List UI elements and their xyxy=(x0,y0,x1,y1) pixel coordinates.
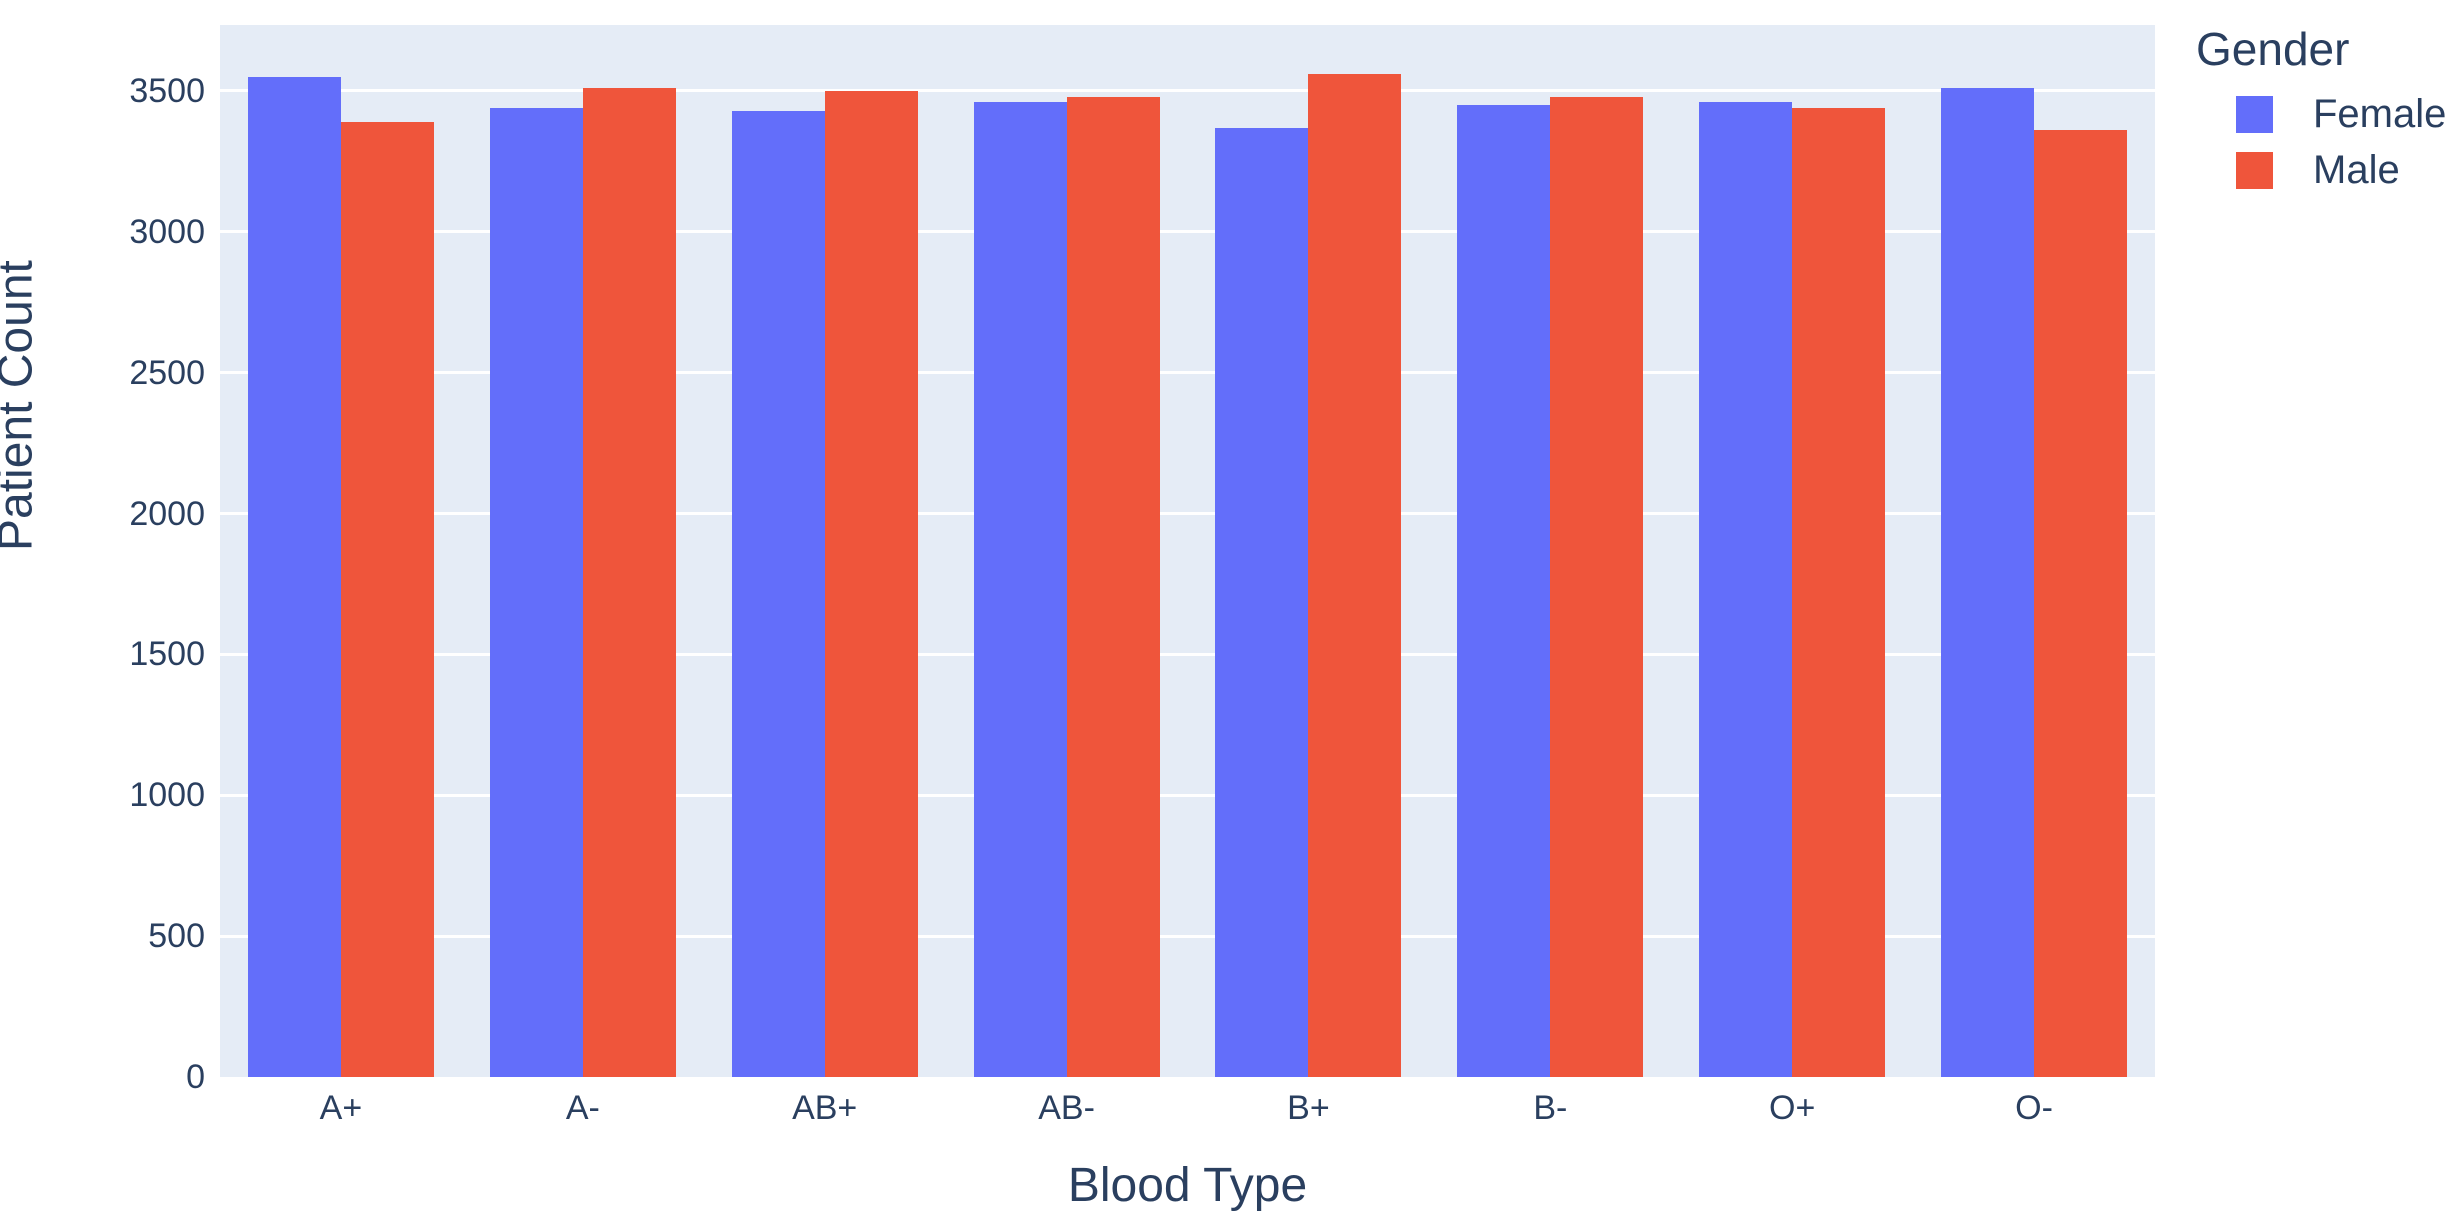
y-tick-0: 0 xyxy=(186,1058,205,1096)
bar-male-A-[interactable] xyxy=(582,88,676,1077)
y-tick-1500: 1500 xyxy=(129,635,205,674)
legend-swatch-female xyxy=(2236,95,2273,133)
x-tick-O-: O- xyxy=(2015,1089,2053,1127)
gridline-y-2500 xyxy=(220,371,2155,375)
y-tick-3500: 3500 xyxy=(129,71,205,110)
bar-male-AB+[interactable] xyxy=(824,90,918,1077)
y-tick-2500: 2500 xyxy=(129,353,205,392)
legend-title: Gender xyxy=(2196,23,2350,75)
bar-female-B+[interactable] xyxy=(1215,127,1309,1077)
gridline-y-3500 xyxy=(220,89,2155,93)
bar-female-AB-[interactable] xyxy=(973,102,1067,1077)
legend-swatch-male xyxy=(2236,151,2273,189)
bar-female-B-[interactable] xyxy=(1457,105,1551,1077)
bar-male-B-[interactable] xyxy=(1550,96,1644,1077)
x-tick-AB-: AB- xyxy=(1038,1089,1095,1127)
y-tick-2000: 2000 xyxy=(129,494,205,533)
x-tick-B+: B+ xyxy=(1287,1089,1330,1127)
gridline-y-2000 xyxy=(220,512,2155,516)
x-axis-title: Blood Type xyxy=(1067,1159,1308,1212)
legend-label-male: Male xyxy=(2313,148,2400,192)
x-tick-O+: O+ xyxy=(1769,1089,1816,1127)
bar-male-O-[interactable] xyxy=(2034,130,2128,1077)
bar-male-O+[interactable] xyxy=(1792,107,1886,1077)
x-tick-B-: B- xyxy=(1533,1089,1568,1127)
legend-items: Female Male xyxy=(2196,94,2451,190)
gridline-y-1000 xyxy=(220,793,2155,797)
bar-male-AB-[interactable] xyxy=(1066,96,1160,1077)
x-tick-A-: A- xyxy=(565,1089,600,1127)
bar-female-O-[interactable] xyxy=(1941,88,2035,1077)
plot-area xyxy=(220,25,2155,1077)
bar-female-A-[interactable] xyxy=(489,107,583,1077)
y-axis-title: Patient Count xyxy=(0,260,43,551)
bar-male-A+[interactable] xyxy=(340,121,434,1077)
bar-female-O+[interactable] xyxy=(1699,102,1793,1077)
x-tick-A+: A+ xyxy=(319,1089,363,1127)
y-tick-3000: 3000 xyxy=(129,212,205,251)
bar-female-AB+[interactable] xyxy=(731,110,825,1077)
x-tick-AB+: AB+ xyxy=(792,1089,858,1127)
gridline-y-500 xyxy=(220,934,2155,938)
legend-item-male[interactable]: Male xyxy=(2196,150,2451,190)
legend: Gender Female Male xyxy=(2196,22,2451,206)
bar-female-A+[interactable] xyxy=(247,76,341,1077)
legend-item-female[interactable]: Female xyxy=(2196,94,2451,134)
gridline-y-3000 xyxy=(220,230,2155,234)
legend-label-female: Female xyxy=(2313,92,2447,136)
bar-male-B+[interactable] xyxy=(1308,74,1402,1077)
y-tick-1000: 1000 xyxy=(129,776,205,815)
gridline-y-1500 xyxy=(220,652,2155,656)
y-tick-500: 500 xyxy=(148,917,205,956)
